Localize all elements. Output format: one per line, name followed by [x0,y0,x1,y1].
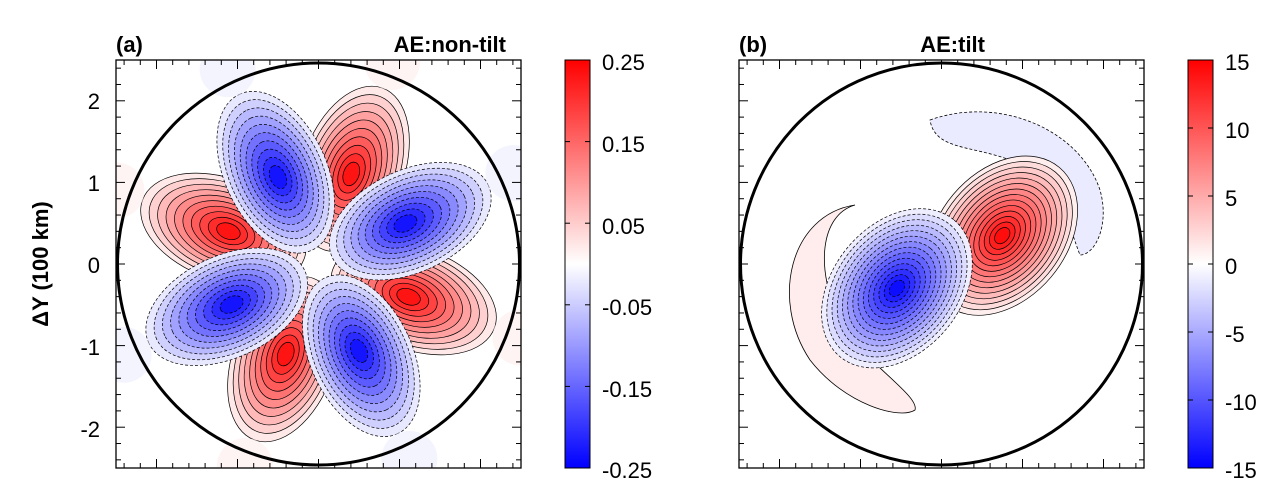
colorbar-b: 15 10 5 0 -5 -10 -15 [1187,50,1257,483]
ytick-label: 2 [88,89,100,114]
solid-contour [276,341,295,367]
colorbar-tick-label: -0.25 [602,458,652,483]
halo-patch [381,430,438,468]
colorbar-tick-label: 0 [1225,254,1237,279]
solid-contour [396,287,421,306]
negative-lobe [302,274,421,437]
colorbar-tick-label: 0.15 [602,132,645,157]
panel-b-label: (b) [739,32,767,57]
panel-b-ticks [739,60,1144,468]
outer-positive-crescent [789,204,916,414]
halo-patch [485,145,521,202]
outer-negative-crescent [929,111,1104,256]
panel-a-ytick-labels: 2 1 0 -1 -2 [80,89,100,442]
colorbar-tick-label: 10 [1225,118,1249,143]
panel-a-plot-area [116,60,521,468]
colorbar-b-ticks [1188,59,1213,469]
colorbar-b-labels: 15 10 5 0 -5 -10 -15 [1225,50,1257,483]
negative-lobe [216,91,335,254]
panel-b-plot-area [739,60,1144,468]
colorbar-tick-label: -5 [1225,322,1245,347]
halo-patch [199,60,256,98]
dashed-contour [349,338,369,363]
halo-patch [216,438,273,468]
panel-a-field [116,60,521,468]
solid-contour [994,227,1011,245]
halo-patch [116,326,152,383]
colorbar-a-ticks [565,59,590,469]
solid-contour [342,161,361,187]
solid-contour [216,222,241,241]
colorbar-tick-label: -15 [1225,458,1257,483]
panel-a-ylabel: ΔY (100 km) [28,201,53,326]
panel-a-ticks [116,60,521,468]
panel-a: (a) AE:non-tilt 2 1 0 -1 -2 ΔY (100 km) [28,32,522,469]
negative-lobe [145,247,308,366]
colorbar-tick-label: -10 [1225,390,1257,415]
dashed-contour [888,279,905,297]
ytick-label: -1 [80,335,100,360]
colorbar-tick-label: -0.15 [602,377,652,402]
colorbar-tick-label: 5 [1225,186,1237,211]
panel-b-title: AE:tilt [920,32,985,57]
ytick-label: 1 [88,171,100,196]
colorbar-a: 0.25 0.15 0.05 -0.05 -0.15 -0.25 [564,50,652,483]
dashed-contour [393,214,418,233]
ytick-label: 0 [88,253,100,278]
panel-a-label: (a) [116,32,143,57]
negative-lobe [821,208,973,369]
panel-b: (b) AE:tilt [738,32,1145,469]
panel-a-title: AE:non-tilt [394,32,507,57]
colorbar-tick-label: 0.05 [602,214,645,239]
colorbar-tick-label: -0.05 [602,295,652,320]
colorbar-tick-label: 0.25 [602,50,645,75]
panel-b-field [789,111,1104,414]
ytick-label: -2 [80,417,100,442]
colorbar-tick-label: 15 [1225,50,1249,75]
negative-lobe [329,162,492,281]
colorbar-a-labels: 0.25 0.15 0.05 -0.05 -0.15 -0.25 [602,50,652,483]
